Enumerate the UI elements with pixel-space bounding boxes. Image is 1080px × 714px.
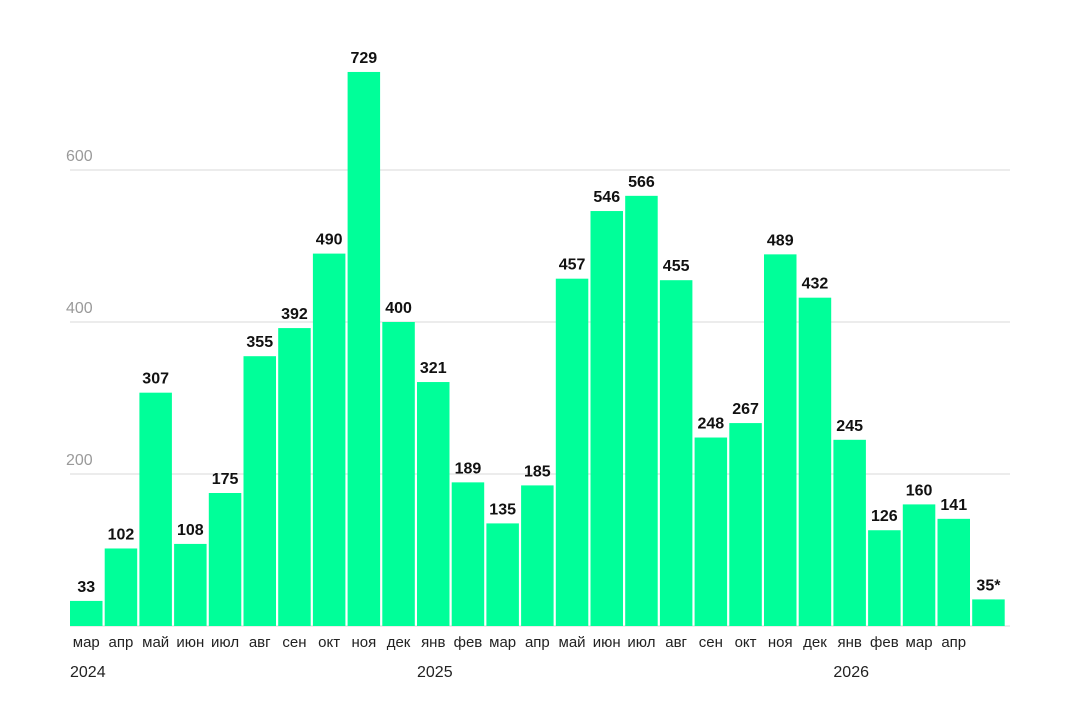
value-label: 455 [663,258,690,275]
value-label: 102 [108,526,135,543]
bar [174,543,207,626]
value-label: 566 [628,174,655,191]
value-label: 490 [316,232,343,249]
value-label: 175 [212,471,239,488]
bars-layer [70,71,1005,627]
value-label: 432 [802,276,829,293]
category-label: мар [73,634,100,651]
bar [139,392,172,626]
y-tick-label: 200 [66,452,93,469]
value-label: 392 [281,306,308,323]
category-label: авг [665,634,687,651]
bar [868,530,901,626]
category-label: июн [593,634,621,651]
value-label: 307 [142,371,169,388]
category-label: мар [906,634,933,651]
value-label: 355 [246,334,273,351]
bar [902,504,936,626]
value-label: 189 [455,460,482,477]
y-tick-label: 600 [66,148,93,165]
bar [798,297,832,626]
value-label: 400 [385,300,412,317]
bar [972,599,1005,626]
bar [590,211,623,627]
value-label: 35* [976,577,1001,594]
category-label: мар [489,634,516,651]
bar [937,518,970,626]
category-label: май [142,634,169,651]
value-label: 135 [489,501,516,518]
category-label: фев [454,634,483,651]
year-label: 2025 [417,664,453,681]
bar [417,382,450,626]
category-label: май [559,634,586,651]
bar [764,254,797,627]
bar [625,195,658,626]
year-label: 2026 [833,664,869,681]
bar [70,600,103,626]
bar [729,423,762,626]
category-label: янв [837,634,861,651]
category-label: фев [870,634,899,651]
category-label: июл [627,634,655,651]
value-label: 248 [697,416,724,433]
category-label: окт [735,634,757,651]
labels-layer: 200 400 600 33 мар 102 апр 307 май 108 июн 175 июл 35… [66,50,1001,681]
value-label: 729 [350,50,377,67]
category-label: сен [282,634,306,651]
value-label: 457 [559,257,586,274]
category-label: апр [525,634,550,651]
value-label: 489 [767,232,794,249]
category-label: авг [249,634,271,651]
value-label: 108 [177,522,204,539]
category-label: ноя [768,634,793,651]
value-label: 245 [836,418,863,435]
bar [694,437,728,626]
category-label: сен [699,634,723,651]
bar [486,523,519,626]
bar [104,548,138,626]
category-label: апр [109,634,134,651]
value-label: 33 [77,579,95,596]
value-label: 321 [420,360,447,377]
bar [312,253,346,626]
value-label: 126 [871,508,898,525]
bar [555,278,589,626]
value-label: 546 [593,189,620,206]
value-label: 160 [906,482,933,499]
category-label: дек [803,634,827,651]
category-label: окт [318,634,340,651]
year-label: 2024 [70,664,106,681]
bar [278,328,311,626]
value-label: 141 [940,497,967,514]
category-label: янв [421,634,445,651]
category-label: апр [941,634,966,651]
bar [208,493,242,626]
bar [521,485,554,626]
category-label: ноя [351,634,376,651]
value-label: 267 [732,401,759,418]
bar [382,322,415,626]
category-label: дек [387,634,411,651]
bar [833,439,866,626]
bar [659,280,693,626]
bar [451,482,485,626]
bar [347,71,381,626]
value-label: 185 [524,463,551,480]
category-label: июн [176,634,204,651]
y-tick-label: 400 [66,300,93,317]
bar [243,356,276,626]
category-label: июл [211,634,239,651]
